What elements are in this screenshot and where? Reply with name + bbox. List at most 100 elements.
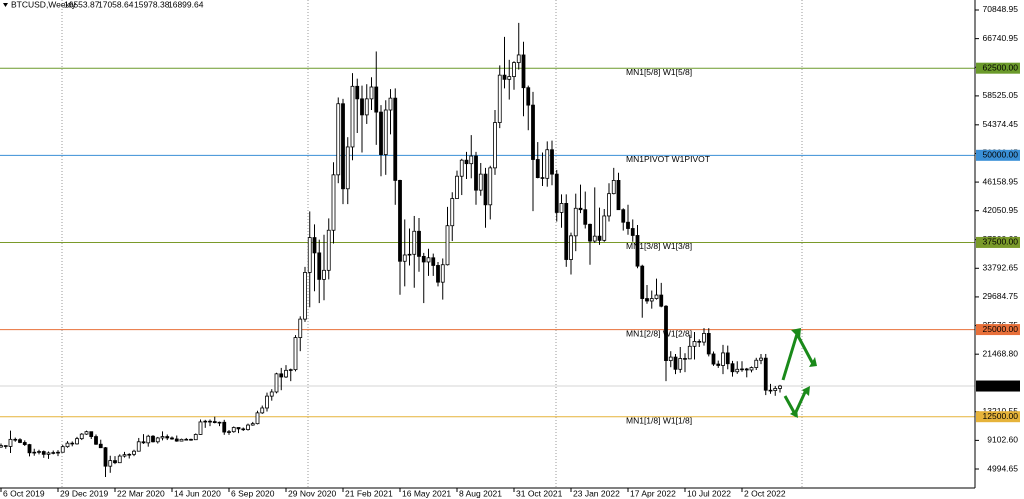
- candle-body: [56, 451, 60, 454]
- candle-body: [179, 438, 184, 442]
- ohlc-open: 16553.87: [64, 0, 100, 9]
- candle-body: [279, 373, 284, 378]
- ohlc-close: 16899.64: [168, 0, 204, 9]
- candle-body: [535, 159, 540, 179]
- candle-body: [174, 438, 179, 442]
- candle-body: [108, 460, 113, 467]
- candle-body: [483, 173, 488, 206]
- candle-body: [236, 427, 241, 430]
- candle-body: [141, 441, 146, 444]
- candle-body: [735, 368, 740, 373]
- candle-body: [478, 173, 483, 191]
- candle-body: [578, 207, 583, 211]
- candle-body: [588, 223, 592, 242]
- candle-body: [326, 229, 331, 271]
- candle-body: [659, 294, 664, 307]
- y-tick-label: 70848.95: [983, 4, 1019, 14]
- level-price-label: 50000.00: [983, 150, 1019, 160]
- candle-body: [640, 265, 645, 299]
- candle-body: [217, 421, 222, 424]
- candle-body: [165, 436, 170, 439]
- candle-body: [113, 460, 117, 464]
- candle-body: [469, 155, 474, 165]
- candle-body: [683, 358, 687, 360]
- candle-body: [583, 209, 588, 225]
- candle-body: [284, 369, 288, 378]
- x-tick-label: 14 Jun 2020: [174, 488, 221, 498]
- level-label: MN1[3/8] W1[3/8]: [626, 241, 692, 251]
- candle-body: [564, 203, 569, 260]
- candle-body: [312, 237, 317, 254]
- candle-body: [37, 451, 41, 453]
- candle-body: [597, 235, 602, 241]
- candle-body: [3, 445, 8, 447]
- candle-body: [307, 237, 312, 273]
- candle-body: [778, 385, 782, 389]
- level-label: MN1[2/8] W1[2/8]: [626, 328, 692, 338]
- level-price-label: 37500.00: [983, 237, 1019, 247]
- candle-body: [526, 87, 531, 106]
- candle-body: [303, 272, 307, 320]
- level-price-box: [976, 236, 1020, 248]
- y-tick-label: 54374.45: [983, 119, 1019, 129]
- candle-body: [117, 455, 122, 464]
- candle-body: [151, 435, 155, 443]
- candle-body: [222, 421, 227, 433]
- candles: [0, 22, 782, 477]
- candle-body: [260, 407, 265, 414]
- candle-body: [369, 86, 374, 100]
- candle-body: [18, 439, 22, 443]
- x-tick-label: 16 May 2021: [402, 488, 451, 498]
- candle-body: [360, 98, 364, 116]
- candle-body: [464, 159, 469, 165]
- candle-body: [421, 255, 426, 263]
- candle-body: [170, 437, 174, 440]
- level-price-box: [976, 411, 1020, 423]
- candle-body: [79, 433, 84, 440]
- candle-body: [545, 149, 550, 179]
- candle-body: [749, 367, 754, 371]
- y-tick-label: 21468.80: [983, 348, 1019, 358]
- candle-body: [388, 97, 393, 111]
- candle-body: [379, 111, 383, 156]
- y-tick-label: 58525.05: [983, 90, 1019, 100]
- x-tick-label: 2 Oct 2022: [744, 488, 786, 498]
- candle-body: [630, 228, 635, 236]
- candle-body: [559, 203, 564, 213]
- candle-body: [122, 454, 127, 457]
- candle-body: [336, 103, 341, 176]
- symbol-title: BTCUSD,Weekly: [11, 0, 77, 9]
- level-price-box: [976, 62, 1020, 74]
- candle-body: [744, 368, 749, 371]
- candle-body: [773, 388, 778, 391]
- candle-body: [673, 356, 678, 370]
- candle-body: [611, 180, 616, 195]
- current-price-label: 16899.64: [983, 380, 1019, 390]
- y-tick-label: 33792.65: [983, 263, 1019, 273]
- candle-body: [198, 421, 203, 435]
- level-price-label: 62500.00: [983, 62, 1019, 72]
- candle-body: [763, 357, 768, 391]
- candle-body: [678, 358, 683, 370]
- candle-body: [645, 298, 649, 302]
- candle-body: [440, 264, 445, 283]
- candle-body: [602, 215, 607, 241]
- candle-body: [65, 442, 70, 448]
- candle-body: [711, 353, 716, 365]
- x-tick-label: 29 Nov 2020: [288, 488, 336, 498]
- candle-body: [417, 230, 421, 257]
- candle-body: [269, 391, 274, 397]
- candle-body: [155, 437, 160, 443]
- y-tick-label: 42050.95: [983, 205, 1019, 215]
- candle-body: [27, 444, 32, 454]
- candle-body: [668, 356, 673, 361]
- candle-body: [331, 174, 336, 231]
- candle-body: [160, 436, 165, 439]
- candle-body: [84, 431, 89, 435]
- candle-body: [621, 209, 626, 223]
- ohlc-high: 17058.64: [98, 0, 134, 9]
- candle-body: [521, 54, 526, 89]
- candle-body: [383, 109, 388, 156]
- candle-body: [702, 333, 706, 343]
